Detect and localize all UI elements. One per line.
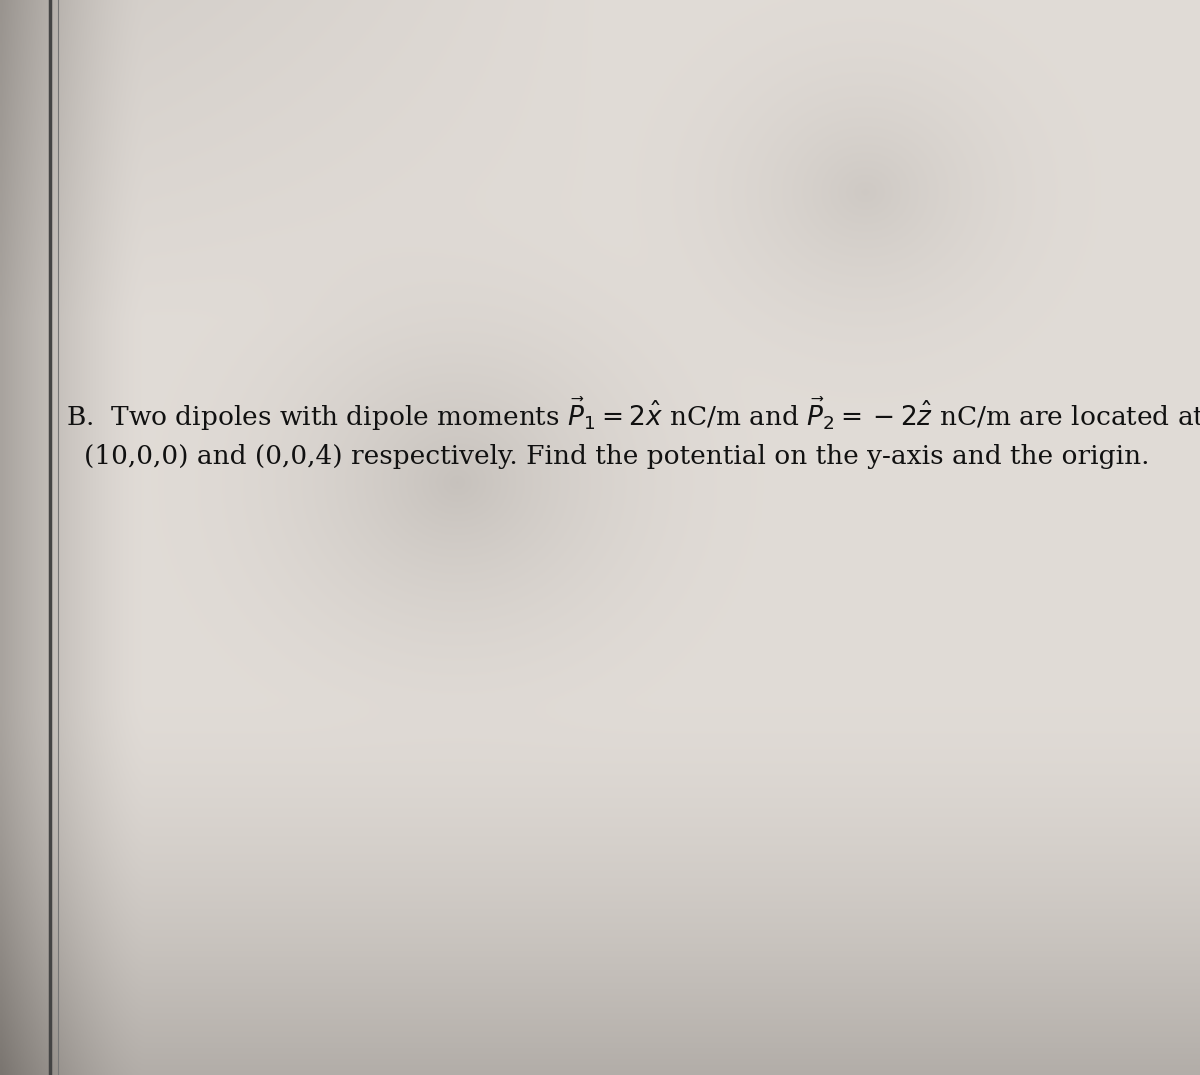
Text: (10,0,0) and (0,0,4) respectively. Find the potential on the y-axis and the orig: (10,0,0) and (0,0,4) respectively. Find … bbox=[84, 444, 1150, 470]
Text: B.  Two dipoles with dipole moments $\vec{P}_1 = 2\hat{x}$ nC/m and $\vec{P}_2 =: B. Two dipoles with dipole moments $\vec… bbox=[66, 396, 1200, 432]
